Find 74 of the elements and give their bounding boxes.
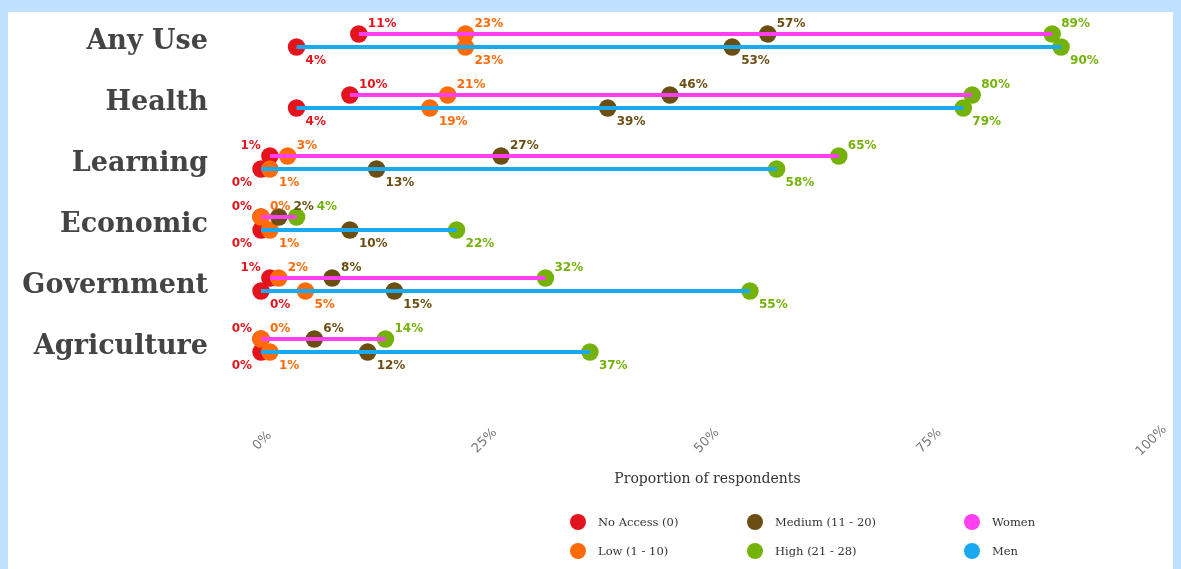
data-label: 3% [296,138,318,152]
data-label: 80% [981,77,1010,91]
bar [261,167,777,171]
bar [296,106,964,110]
data-label: 39% [616,114,646,128]
data-label: 10% [358,77,388,91]
x-tick-label: 0% [248,427,275,453]
bar [349,93,973,97]
data-label: 46% [678,77,708,91]
bar [269,276,546,280]
bar [261,337,386,341]
data-label: 37% [598,358,628,372]
y-tick-label: Health [105,85,209,117]
data-label: 0% [231,199,252,213]
y-tick-label: Learning [71,146,209,178]
data-label: 23% [474,16,504,30]
data-label: 65% [847,138,877,152]
x-axis-title: Proportion of respondents [614,470,801,486]
data-label: 15% [403,297,433,311]
data-label: 79% [972,114,1002,128]
data-label: 0% [270,297,291,311]
data-label: 12% [376,358,406,372]
data-label: 57% [776,16,806,30]
data-label: 2% [287,260,309,274]
bar [296,45,1062,49]
bar [261,215,297,219]
bar [358,32,1053,36]
data-label: 90% [1070,53,1099,67]
y-tick-label: Economic [60,207,208,239]
data-label: 1% [240,260,261,274]
bar [269,154,839,158]
data-label: 10% [358,236,388,250]
data-label: 6% [323,321,344,335]
data-label: 32% [554,260,584,274]
data-label: 23% [474,53,504,67]
data-label: 0% [231,175,252,189]
data-label: 58% [785,175,815,189]
data-label: 4% [316,199,338,213]
data-label: 1% [240,138,261,152]
y-tick-label: Agriculture [32,329,208,361]
data-label: 11% [367,16,397,30]
y-tick-label: Government [22,268,209,300]
data-label: 89% [1061,16,1090,30]
data-label: 22% [465,236,495,250]
data-label: 2% [293,199,314,213]
data-label: 0% [231,321,252,335]
y-tick-label: Any Use [85,24,208,56]
data-label: 0% [270,321,291,335]
data-label: 14% [394,321,424,335]
bar [261,289,750,293]
data-label: 13% [385,175,415,189]
data-label: 1% [278,175,300,189]
data-label: 0% [231,236,252,250]
legend-label: Men [992,544,1019,559]
data-label: 8% [341,260,362,274]
data-label: 1% [278,236,300,250]
data-label: 4% [305,53,326,67]
data-label: 19% [438,114,468,128]
data-label: 0% [231,358,252,372]
data-label: 5% [314,297,335,311]
bar [261,228,457,232]
data-label: 0% [270,199,291,213]
legend-label: Low (1 - 10) [598,544,669,559]
data-label: 1% [278,358,300,372]
bar [261,350,590,354]
data-label: 27% [510,138,539,152]
legend-label: Medium (11 - 20) [775,515,877,530]
data-label: 55% [758,297,788,311]
legend-label: Women [992,515,1036,530]
data-label: 4% [305,114,326,128]
legend-label: No Access (0) [598,515,679,530]
data-label: 53% [741,53,770,67]
legend-label: High (21 - 28) [775,544,857,559]
data-label: 21% [456,77,486,91]
